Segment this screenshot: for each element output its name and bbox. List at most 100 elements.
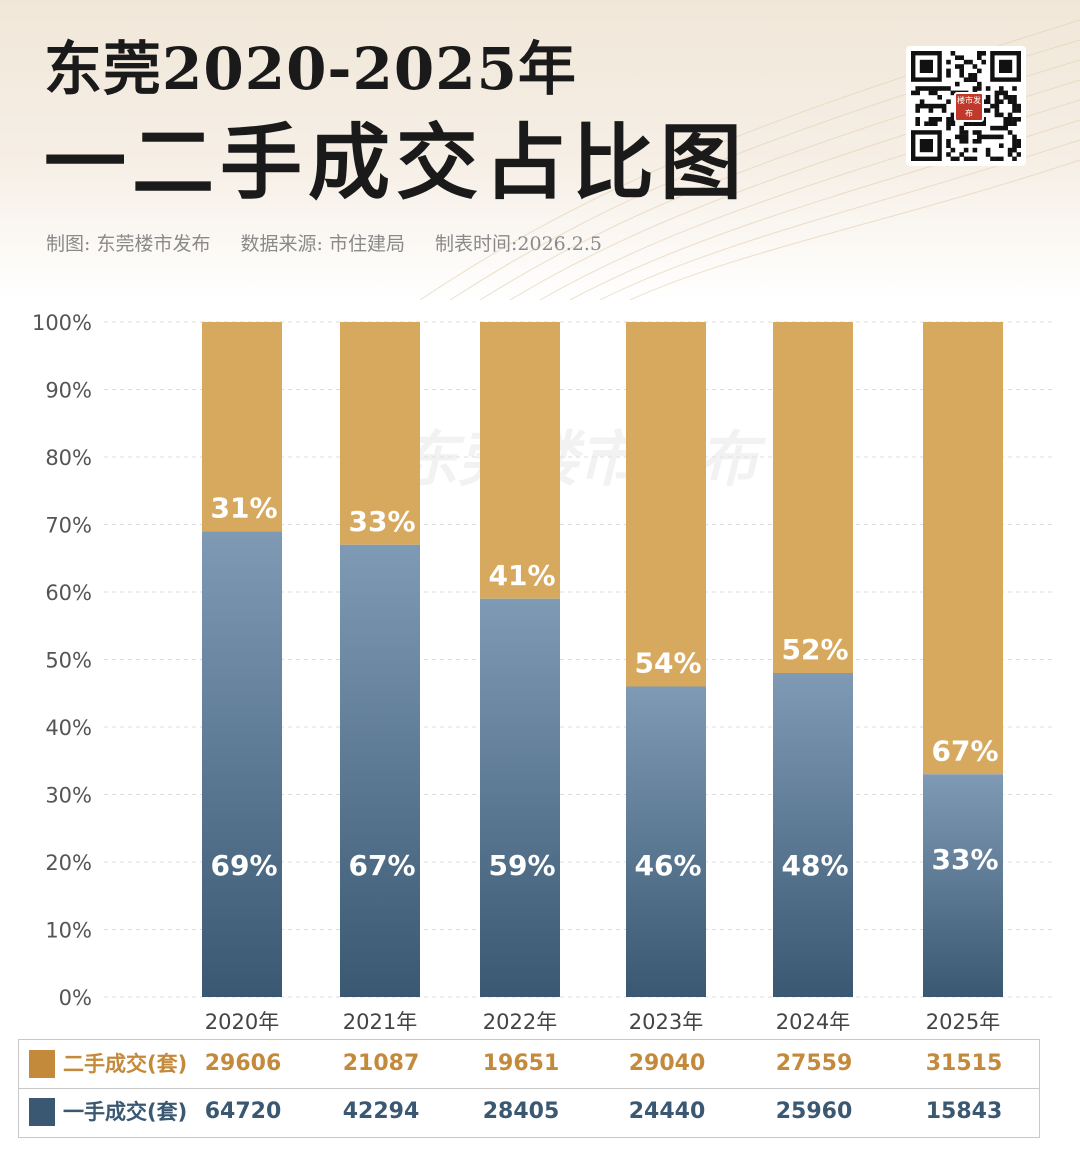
qr-module — [946, 86, 951, 91]
qr-module — [981, 51, 986, 56]
qr-module — [1016, 143, 1021, 148]
qr-module — [937, 86, 942, 91]
qr-module — [1003, 95, 1008, 100]
qr-code-pattern — [911, 51, 1021, 161]
qr-module — [915, 108, 920, 113]
header-background — [0, 0, 1080, 300]
qr-module — [977, 139, 982, 144]
y-tick-label: 100% — [32, 311, 92, 335]
qr-module — [977, 130, 982, 135]
qr-module — [959, 139, 964, 144]
table-cell: 24440 — [628, 1099, 706, 1124]
qr-module — [1007, 99, 1013, 104]
qr-module — [1007, 147, 1013, 153]
qr-module — [959, 125, 964, 131]
qr-module — [968, 77, 973, 82]
qr-module — [999, 90, 1004, 96]
qr-module — [1003, 117, 1008, 122]
qr-module — [994, 103, 1000, 109]
table-cell: 29606 — [204, 1051, 282, 1076]
qr-module — [946, 143, 951, 148]
qr-module — [994, 90, 1000, 96]
y-tick-label: 30% — [45, 784, 92, 808]
table-cell: 15843 — [925, 1099, 1003, 1124]
legend-swatch-first-hand — [29, 1098, 55, 1126]
qr-module — [950, 90, 956, 96]
qr-module — [959, 55, 964, 60]
qr-code[interactable]: 楼市发布 — [906, 46, 1026, 166]
qr-module — [999, 125, 1004, 131]
bar-first-hand — [626, 686, 706, 997]
qr-module — [985, 95, 991, 100]
qr-module — [981, 121, 986, 126]
qr-module — [990, 103, 995, 109]
qr-module — [1012, 143, 1017, 148]
qr-module — [1012, 134, 1017, 140]
qr-finder-core — [919, 59, 933, 73]
qr-module — [933, 121, 938, 126]
qr-module — [928, 103, 934, 109]
data-label-second-hand: 67% — [931, 734, 998, 767]
table-cell: 64720 — [204, 1099, 282, 1124]
qr-module — [999, 156, 1004, 161]
data-label-first-hand: 48% — [781, 849, 848, 882]
qr-module — [933, 90, 938, 96]
data-label-second-hand: 31% — [210, 491, 277, 524]
qr-module — [963, 134, 969, 140]
qr-module — [915, 117, 920, 122]
qr-module — [1012, 156, 1017, 161]
y-tick-label: 90% — [45, 379, 92, 403]
qr-module — [1016, 139, 1021, 144]
bar-second-hand — [773, 322, 853, 673]
qr-module — [941, 108, 947, 113]
qr-module — [915, 121, 920, 126]
qr-module — [999, 112, 1004, 118]
qr-module — [990, 125, 995, 131]
data-label-second-hand: 52% — [781, 633, 848, 666]
x-tick-label: 2020年 — [205, 1010, 279, 1034]
qr-module — [946, 152, 951, 157]
qr-module — [1012, 99, 1017, 104]
table-row-second-hand: 二手成交(套) 29606 21087 19651 29040 27559 31… — [19, 1040, 1039, 1089]
qr-module — [919, 86, 925, 91]
watermark: 东莞楼市发布 — [398, 425, 766, 495]
qr-module — [968, 73, 973, 78]
table-cell: 21087 — [342, 1051, 420, 1076]
qr-module — [911, 90, 916, 96]
qr-module — [955, 156, 960, 161]
bar-second-hand — [202, 322, 282, 532]
qr-module — [924, 103, 929, 109]
qr-module — [972, 121, 978, 126]
qr-module — [972, 64, 978, 69]
qr-module — [915, 90, 920, 96]
bar-first-hand — [923, 774, 1003, 997]
table-cell: 19651 — [482, 1051, 560, 1076]
x-tick-label: 2024年 — [776, 1010, 850, 1034]
qr-module — [1012, 139, 1017, 144]
qr-module — [985, 108, 991, 113]
credit-author: 制图: 东莞楼市发布 — [46, 233, 211, 255]
qr-module — [959, 68, 964, 74]
qr-module — [977, 86, 982, 91]
qr-module — [1003, 90, 1008, 96]
qr-module — [990, 134, 995, 140]
bar-second-hand — [626, 322, 706, 687]
qr-module — [928, 90, 934, 96]
qr-module — [994, 95, 1000, 100]
bar-first-hand — [340, 544, 420, 997]
qr-module — [994, 108, 1000, 113]
qr-module — [959, 134, 964, 140]
data-label-second-hand: 33% — [348, 505, 415, 538]
qr-module — [941, 86, 947, 91]
qr-module — [1012, 95, 1017, 100]
qr-module — [977, 121, 982, 126]
bar-first-hand — [202, 531, 282, 997]
qr-module — [924, 121, 929, 126]
qr-module — [933, 103, 938, 109]
qr-module — [985, 134, 991, 140]
qr-module — [972, 156, 978, 161]
qr-module — [1007, 112, 1013, 118]
qr-module — [972, 73, 978, 78]
qr-module — [950, 117, 956, 122]
qr-module — [1012, 103, 1017, 109]
